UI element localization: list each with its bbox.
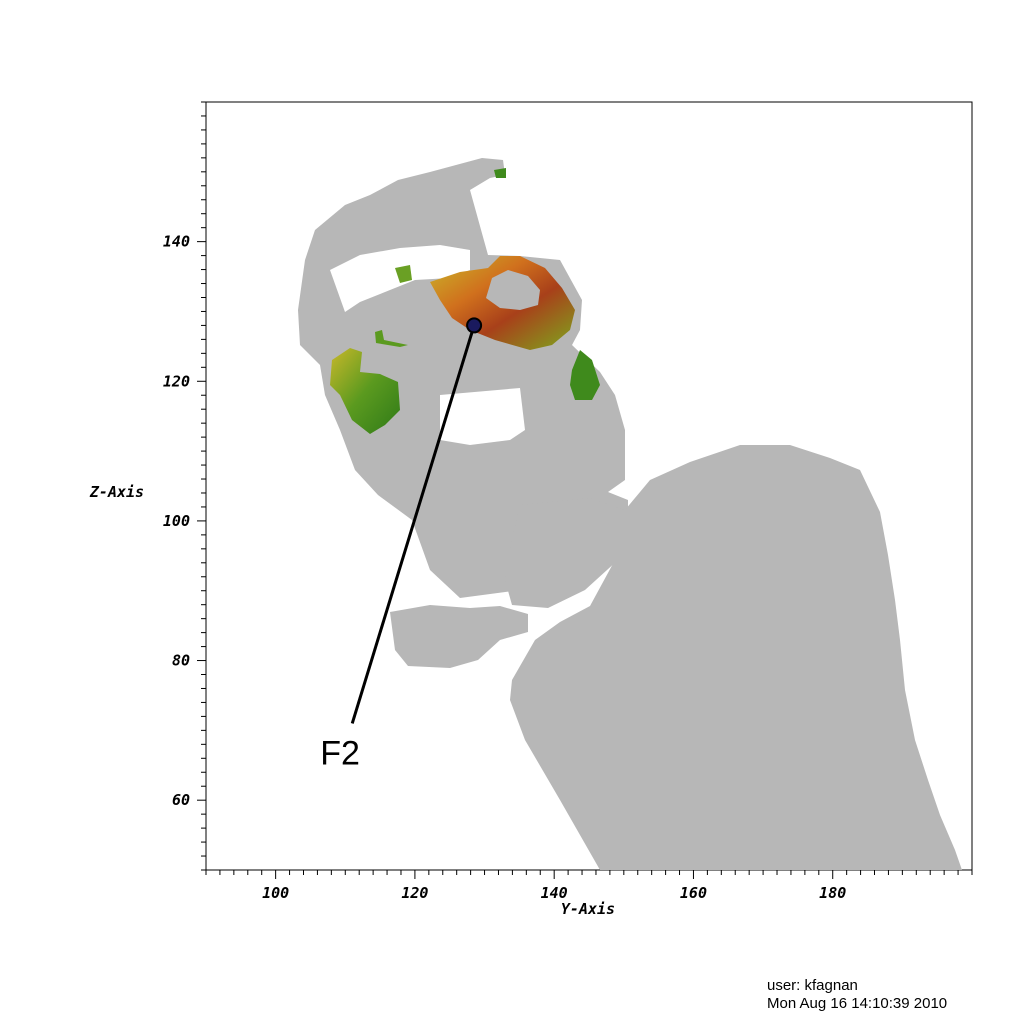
y-tick-label: 60 (172, 791, 190, 809)
field-speck-a (395, 265, 412, 283)
y-tick-label: 80 (172, 652, 190, 670)
y-tick-label: 100 (163, 512, 190, 530)
render-info: user: kfagnan Mon Aug 16 14:10:39 2010 (767, 977, 947, 1013)
y-tick-label: 140 (163, 233, 190, 251)
render-user: user: kfagnan (767, 977, 858, 994)
annotation-marker (466, 317, 483, 334)
annotation-label: F2 (320, 734, 360, 772)
field-speck-b (375, 330, 408, 347)
x-axis-title: Y-Axis (561, 900, 615, 918)
x-tick-label: 180 (819, 884, 846, 902)
y-axis-ticks: 60 80 100 120 140 (163, 101, 206, 871)
mask-arm-middle (505, 498, 625, 608)
mask-lower-blob (390, 605, 528, 668)
mask-region (298, 158, 962, 870)
y-axis-title: Z-Axis (89, 483, 144, 501)
field-speck-c (494, 168, 506, 178)
x-tick-label: 100 (262, 884, 289, 902)
x-tick-label: 160 (680, 884, 707, 902)
annotation-leader-line (350, 324, 476, 724)
x-tick-label: 140 (541, 884, 568, 902)
render-timestamp: Mon Aug 16 14:10:39 2010 (767, 995, 948, 1012)
x-tick-label: 120 (401, 884, 428, 902)
mask-large-lobe (510, 445, 962, 870)
mask-upper-lobe (298, 158, 628, 598)
field-blob-right (570, 350, 600, 400)
y-tick-label: 120 (163, 372, 190, 390)
field-blob-left (330, 348, 400, 434)
x-axis-ticks: 100 120 140 160 180 (205, 870, 973, 902)
